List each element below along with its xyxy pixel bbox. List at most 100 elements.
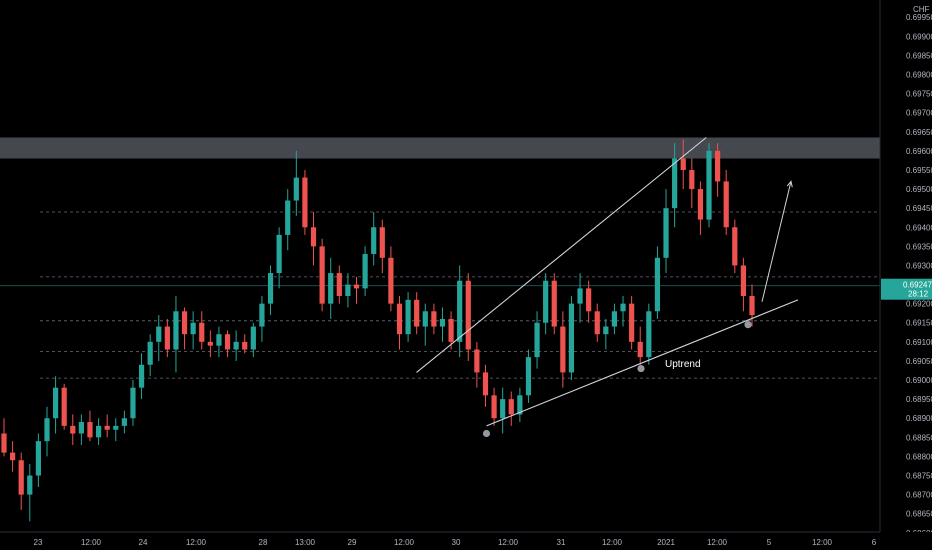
candle-body: [250, 326, 256, 350]
candle-body: [723, 181, 729, 228]
x-tick-label: 6: [872, 538, 877, 547]
x-tick-label: 24: [139, 538, 148, 547]
resistance-zone: [0, 137, 880, 159]
candle-body: [474, 349, 480, 373]
candle-body: [611, 311, 618, 327]
candle-body: [27, 475, 33, 495]
candle-body: [319, 246, 325, 304]
candle-body: [543, 280, 549, 323]
candle-body: [267, 273, 274, 304]
candle-body: [732, 227, 738, 266]
x-tick-label: 12:00: [81, 538, 102, 547]
candle-body: [422, 311, 428, 327]
candle-body: [224, 334, 231, 350]
candle-body: [276, 234, 282, 274]
plot-area: [0, 0, 880, 532]
candle-body: [199, 322, 205, 342]
candle-body: [448, 318, 454, 342]
candle-body: [525, 357, 532, 396]
candle-body: [749, 296, 755, 316]
x-tick-label: 12:00: [186, 538, 207, 547]
candle-body: [164, 326, 170, 350]
candle-body: [9, 452, 16, 461]
candle-body: [353, 284, 360, 289]
candle-body: [138, 364, 145, 388]
y-tick-label: 0.68650: [906, 510, 932, 519]
projection-arrow: [761, 181, 792, 302]
candle-body: [156, 326, 162, 342]
candle-body: [233, 341, 239, 350]
candle-body: [414, 299, 420, 327]
candle-body: [620, 303, 626, 312]
candle-body: [95, 425, 102, 438]
candle-body: [457, 280, 463, 342]
trend-line-0: [416, 137, 707, 373]
currency-label: CHF: [913, 5, 930, 14]
candle-body: [345, 284, 351, 297]
candle-body: [379, 227, 385, 258]
candle-body: [181, 311, 188, 335]
x-tick-label: 12:00: [498, 538, 519, 547]
x-tick-label: 28: [259, 538, 268, 547]
candle-body: [1, 433, 7, 453]
pivot-low-marker: [482, 429, 491, 438]
candle-body: [130, 387, 136, 419]
candle-countdown: 28:12: [908, 290, 929, 299]
candle-body: [190, 322, 196, 335]
candle-body: [431, 311, 437, 327]
pivot-low-marker: [744, 321, 752, 329]
candle-body: [637, 341, 643, 358]
candle-body: [465, 280, 471, 350]
candle-body: [706, 150, 712, 220]
pivot-low-marker: [637, 364, 645, 373]
candle-body: [405, 299, 411, 335]
candle-body: [482, 372, 489, 396]
candle-body: [61, 387, 67, 426]
candle-body: [121, 418, 127, 426]
candle-body: [663, 208, 669, 258]
candle-body: [35, 441, 41, 476]
trend-line-1: [486, 299, 799, 427]
candle-body: [551, 280, 557, 327]
x-tick-label: 2021: [657, 538, 675, 547]
candle-body: [680, 158, 686, 170]
candle-body: [371, 227, 377, 254]
x-tick-label: 12:00: [812, 538, 833, 547]
candle-body: [207, 341, 213, 346]
candle-body: [259, 303, 265, 327]
candle-body: [216, 334, 222, 346]
candle-body: [328, 273, 334, 304]
candle-body: [560, 326, 566, 373]
last-price-tag: [881, 278, 932, 300]
x-tick-label: 30: [452, 538, 461, 547]
candle-body: [52, 387, 59, 419]
candle-body: [362, 253, 368, 289]
x-tick-label: 31: [557, 538, 566, 547]
candle-body: [310, 227, 317, 247]
candle-body: [147, 341, 153, 365]
candle-body: [689, 169, 695, 190]
candle-body: [173, 311, 179, 350]
candle-body: [18, 460, 24, 495]
candle-body: [517, 395, 523, 415]
candle-body: [715, 150, 721, 182]
candle-body: [285, 200, 291, 235]
projection-arrow-head: [786, 180, 793, 188]
